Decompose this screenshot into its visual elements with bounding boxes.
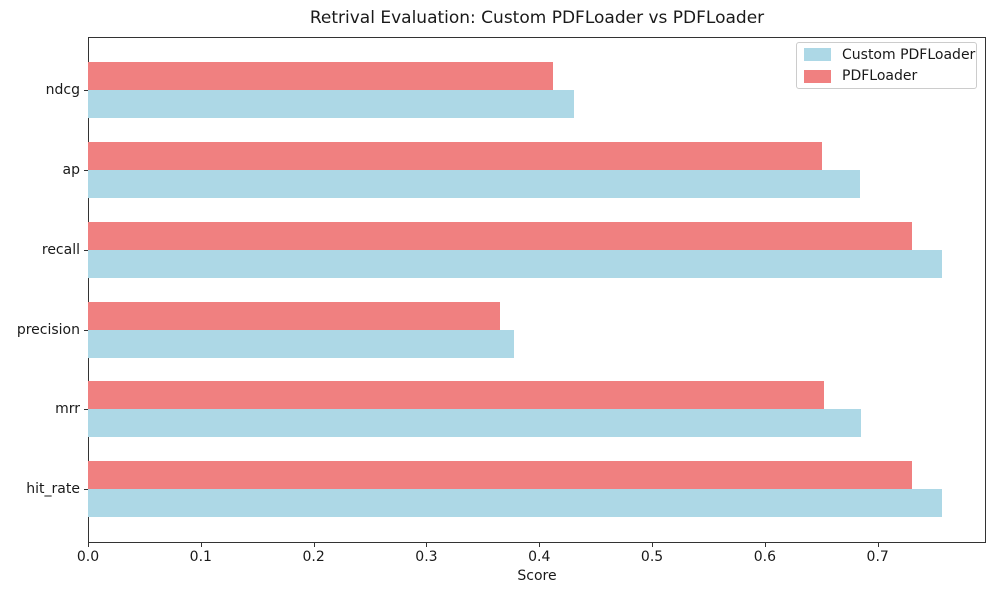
bar-ndcg-pdfloader [88, 62, 553, 90]
bar-mrr-pdfloader [88, 381, 824, 410]
bar-precision-custom-pdfloader [88, 329, 515, 358]
chart-title: Retrival Evaluation: Custom PDFLoader vs… [309, 8, 765, 28]
bars-container [88, 37, 986, 543]
legend-swatch-icon [804, 69, 831, 83]
x-tick-label-0.0: 0.0 [76, 549, 100, 565]
bar-ap-custom-pdfloader [88, 169, 860, 198]
x-axis-label: Score [517, 568, 557, 584]
x-tick-mark-0.1 [200, 543, 202, 547]
y-tick-mark-ap [84, 169, 88, 171]
legend-label: PDFLoader [842, 68, 918, 85]
x-tick-label-0.7: 0.7 [866, 549, 889, 565]
x-tick-label-0.2: 0.2 [302, 549, 325, 565]
y-tick-label-mrr: mrr [55, 401, 80, 418]
bar-hit_rate-pdfloader [88, 461, 912, 490]
x-tick-mark-0.0 [88, 543, 89, 547]
bar-hit_rate-custom-pdfloader [88, 489, 942, 518]
x-tick-mark-0.6 [764, 543, 766, 547]
bar-mrr-custom-pdfloader [88, 409, 861, 438]
y-tick-label-precision: precision [16, 321, 80, 338]
x-tick-label-0.3: 0.3 [415, 549, 438, 565]
x-tick-label-0.1: 0.1 [189, 549, 212, 565]
plot-area [88, 37, 986, 543]
y-tick-mark-mrr [84, 409, 88, 411]
legend: Custom PDFLoader PDFLoader [796, 42, 977, 89]
bar-recall-custom-pdfloader [88, 249, 942, 278]
y-tick-mark-hit_rate [84, 489, 88, 491]
x-tick-label-0.6: 0.6 [753, 549, 776, 565]
legend-label: Custom PDFLoader [842, 46, 976, 63]
bar-recall-pdfloader [88, 221, 912, 250]
x-tick-label-0.4: 0.4 [528, 549, 551, 565]
legend-swatch-icon [804, 48, 831, 62]
x-tick-mark-0.5 [652, 543, 654, 547]
x-tick-mark-0.2 [313, 543, 315, 547]
legend-entry-custom-pdfloader: Custom PDFLoader [804, 46, 975, 64]
x-tick-mark-0.7 [877, 543, 879, 547]
legend-entry-pdfloader: PDFLoader [804, 68, 968, 86]
y-tick-label-recall: recall [41, 241, 80, 258]
y-tick-label-ap: ap [62, 161, 80, 178]
bar-precision-pdfloader [88, 301, 500, 330]
x-tick-label-0.5: 0.5 [640, 549, 664, 565]
bar-ap-pdfloader [88, 141, 823, 170]
x-tick-mark-0.3 [426, 543, 428, 547]
y-tick-label-hit_rate: hit_rate [26, 481, 80, 498]
y-tick-mark-precision [84, 329, 88, 331]
x-tick-mark-0.4 [539, 543, 541, 547]
y-tick-label-ndcg: ndcg [45, 82, 80, 98]
y-tick-mark-ndcg [84, 90, 88, 91]
y-tick-mark-recall [84, 249, 88, 251]
bar-ndcg-custom-pdfloader [88, 90, 575, 118]
